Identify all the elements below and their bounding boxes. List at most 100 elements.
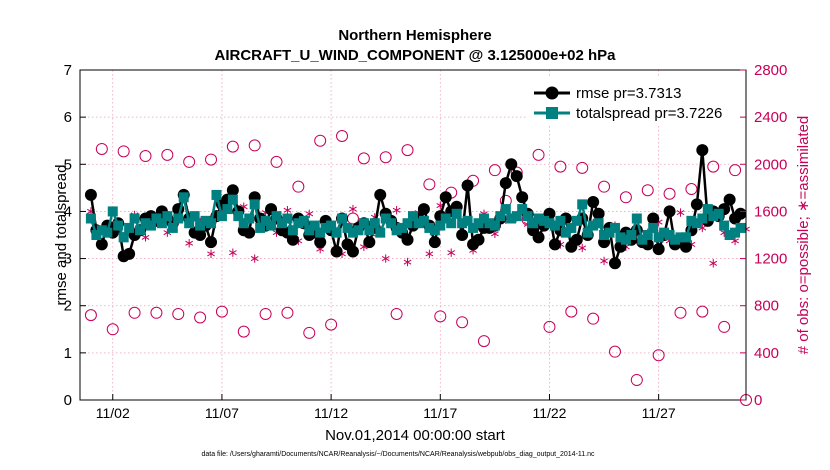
totalspread-point — [495, 211, 506, 222]
totalspread-point — [189, 211, 200, 222]
totalspread-point — [326, 220, 337, 231]
totalspread-point — [713, 208, 724, 219]
totalspread-point — [124, 222, 135, 233]
rmse-point — [548, 238, 561, 251]
possible-obs-marker — [685, 183, 698, 196]
possible-obs-marker — [128, 306, 141, 319]
totalspread-point — [697, 213, 708, 224]
totalspread-point — [244, 213, 255, 224]
rmse-point — [226, 184, 239, 197]
legend-box — [528, 76, 738, 126]
y-tick-label: 0 — [64, 392, 72, 409]
rmse-point — [330, 245, 343, 258]
legend: rmse pr=3.7313 totalspread pr=3.7226 — [528, 76, 738, 126]
totalspread-point — [599, 230, 610, 240]
totalspread-point — [670, 234, 681, 245]
possible-obs-marker — [139, 150, 152, 163]
assimilated-obs-marker — [709, 259, 718, 268]
possible-obs-marker — [281, 306, 294, 319]
possible-obs-marker — [696, 305, 709, 318]
totalspread-point — [227, 194, 238, 205]
totalspread-point — [347, 227, 358, 238]
assimilated-obs-marker — [403, 257, 412, 267]
rmse-point — [570, 233, 583, 246]
totalspread-point — [309, 220, 320, 231]
rmse-point — [499, 177, 512, 190]
totalspread-point — [631, 213, 642, 224]
y-right-tick-label: 800 — [754, 298, 779, 315]
assimilated-obs-marker — [228, 248, 237, 257]
y-axis-right-label: # of obs: o=possible; ∗=assimilated — [795, 116, 812, 355]
totalspread-point — [255, 222, 266, 233]
rmse-point — [439, 191, 452, 204]
totalspread-point — [140, 218, 151, 229]
rmse-point — [663, 205, 676, 218]
possible-obs-marker — [357, 152, 370, 165]
rmse-point — [679, 240, 692, 253]
rmse-point — [587, 196, 600, 208]
possible-obs-marker — [598, 180, 611, 193]
totalspread-point — [353, 225, 364, 236]
totalspread-point — [500, 204, 511, 215]
totalspread-point — [135, 225, 146, 236]
assimilated-obs-marker — [283, 206, 292, 215]
assimilated-obs-marker — [141, 233, 150, 242]
totalspread-point — [648, 222, 659, 233]
totalspread-point — [102, 227, 113, 238]
y-right-tick-label: 1600 — [754, 203, 787, 220]
possible-obs-marker — [543, 320, 556, 333]
possible-obs-marker — [718, 320, 731, 333]
totalspread-point — [511, 211, 522, 222]
rmse-point — [734, 207, 747, 220]
rmse-point — [608, 257, 621, 270]
rmse-point — [472, 233, 485, 246]
totalspread-point — [173, 213, 184, 224]
totalspread-point — [315, 227, 326, 238]
rmse-point — [532, 231, 545, 244]
totalspread-point — [320, 222, 331, 233]
legend-totalspread-marker — [546, 107, 558, 119]
rmse-point — [461, 179, 474, 192]
possible-obs-marker — [630, 373, 643, 386]
chart-subtitle: AIRCRAFT_U_WIND_COMPONENT @ 3.125000e+02… — [215, 47, 617, 64]
possible-obs-marker — [565, 305, 578, 318]
totalspread-point — [730, 227, 741, 238]
possible-obs-marker — [587, 312, 600, 325]
totalspread-point — [233, 211, 244, 222]
totalspread-point — [528, 218, 539, 229]
rmse-point — [346, 245, 359, 258]
rmse-point — [95, 238, 108, 251]
rmse-point — [505, 158, 518, 171]
assimilated-obs-marker — [381, 254, 390, 263]
totalspread-point — [413, 218, 424, 229]
totalspread-point — [478, 213, 489, 224]
assimilated-obs-marker — [392, 206, 401, 215]
rmse-point — [696, 144, 709, 157]
totalspread-point — [107, 206, 118, 217]
totalspread-point — [211, 189, 222, 200]
totalspread-point — [424, 222, 435, 233]
totalspread-point — [637, 234, 648, 245]
totalspread-point — [539, 215, 550, 226]
totalspread-point — [719, 220, 730, 231]
possible-obs-marker — [707, 160, 720, 173]
possible-obs-marker — [150, 306, 163, 319]
rmse-point — [690, 198, 703, 211]
possible-obs-marker — [226, 140, 239, 153]
totalspread-point — [408, 211, 418, 222]
possible-obs-marker — [314, 134, 327, 147]
totalspread-point — [293, 218, 304, 229]
totalspread-point — [364, 225, 375, 236]
rmse-point — [401, 233, 414, 246]
possible-obs-marker — [401, 144, 414, 157]
rmse-point — [592, 207, 605, 220]
y-tick-label: 6 — [64, 109, 72, 126]
rmse-point — [374, 188, 387, 201]
rmse-point — [647, 212, 660, 225]
y-tick-label: 7 — [64, 62, 72, 79]
plot-frame — [79, 69, 747, 401]
possible-obs-marker — [237, 325, 250, 338]
totalspread-point — [588, 220, 599, 231]
totalspread-point — [522, 211, 533, 222]
